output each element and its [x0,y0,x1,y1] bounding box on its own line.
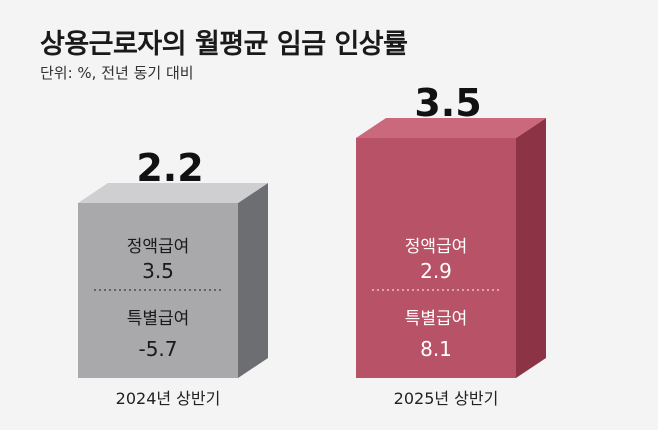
segment-label: 정액급여 [405,237,468,257]
chart-unit-note: 단위: %, 전년 동기 대비 [40,64,194,82]
category-label: 2024년 상반기 [116,389,221,408]
bar-total-label: 3.5 [414,81,481,125]
segment-label: 특별급여 [405,309,468,329]
segment-label: 특별급여 [127,309,190,329]
segment-value: 2.9 [420,259,452,283]
segment-value: -5.7 [138,337,177,361]
bar-side-face [238,183,268,378]
segment-label: 정액급여 [127,237,190,257]
bar-front-face [356,138,516,378]
chart-title: 상용근로자의 월평균 임금 인상률 [40,29,408,60]
segment-value: 3.5 [142,259,174,283]
bar-top-face [78,183,268,203]
bar-side-face [516,118,546,378]
bar-top-face [356,118,546,138]
segment-value: 8.1 [420,337,452,361]
category-label: 2025년 상반기 [394,389,499,408]
bar-total-label: 2.2 [136,146,203,190]
